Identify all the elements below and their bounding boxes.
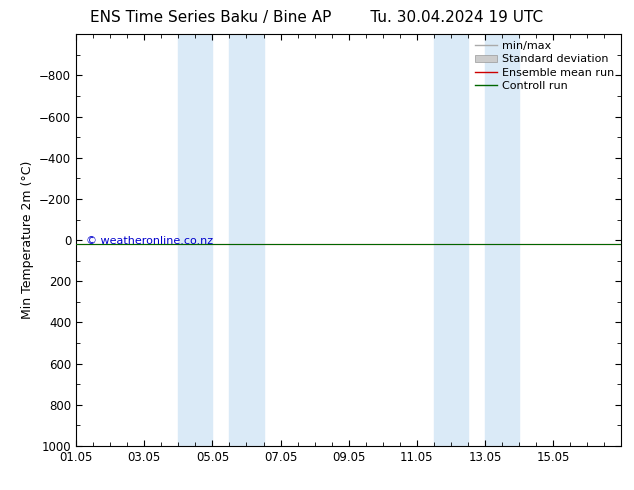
Text: © weatheronline.co.nz: © weatheronline.co.nz	[86, 236, 214, 246]
Legend: min/max, Standard deviation, Ensemble mean run, Controll run: min/max, Standard deviation, Ensemble me…	[470, 37, 619, 96]
Text: ENS Time Series Baku / Bine AP        Tu. 30.04.2024 19 UTC: ENS Time Series Baku / Bine AP Tu. 30.04…	[91, 10, 543, 25]
Y-axis label: Min Temperature 2m (°C): Min Temperature 2m (°C)	[20, 161, 34, 319]
Bar	[230, 34, 264, 446]
Bar	[178, 34, 212, 446]
Bar	[434, 34, 468, 446]
Bar	[485, 34, 519, 446]
